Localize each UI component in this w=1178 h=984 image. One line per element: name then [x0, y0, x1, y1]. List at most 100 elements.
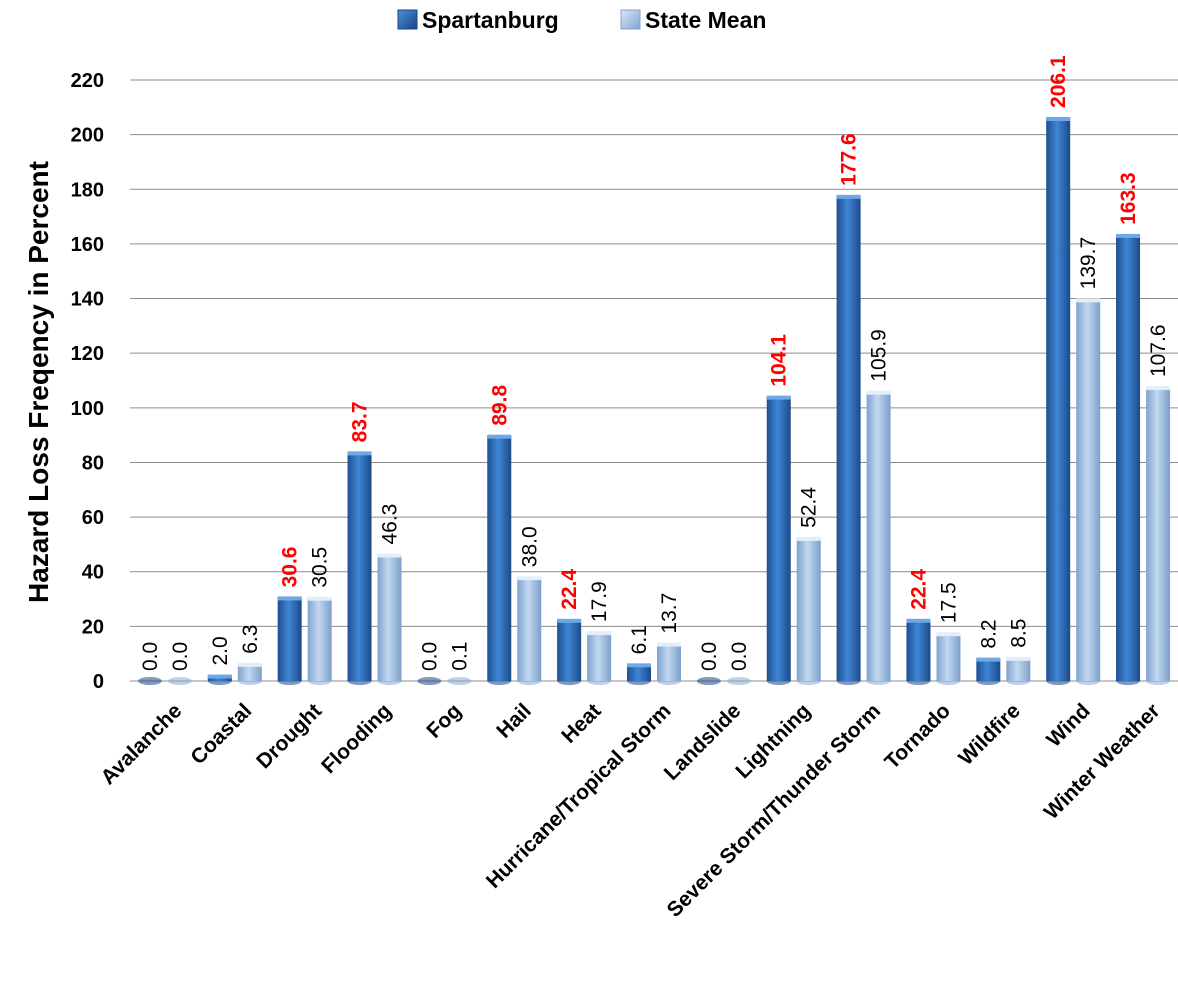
bar-spartanburg	[347, 452, 372, 681]
bar-state-mean	[307, 597, 332, 681]
bar-cap-spartanburg	[1046, 116, 1071, 121]
x-category-label: Landslide	[660, 699, 746, 785]
legend-label-state-mean: State Mean	[645, 7, 766, 33]
x-category-label: Wildfire	[954, 699, 1025, 770]
data-label-state-mean: 38.0	[518, 526, 541, 567]
bar-cap-state-mean	[657, 642, 681, 647]
y-axis-label: Hazard Loss Freqency in Percent	[23, 161, 54, 603]
bar-cap-spartanburg	[207, 674, 232, 679]
data-label-spartanburg: 2.0	[209, 636, 232, 665]
y-tick-label: 140	[71, 289, 104, 311]
bar-spartanburg	[906, 619, 931, 681]
bar-cap-state-mean	[587, 631, 612, 636]
bar-cap-spartanburg	[836, 194, 861, 199]
legend-swatch-spartanburg	[397, 9, 418, 30]
bar-cap-state-mean	[1076, 298, 1101, 303]
bar-cap-state-mean	[936, 632, 961, 637]
y-tick-label: 200	[71, 125, 104, 147]
bar-state-mean	[866, 391, 891, 681]
bar-base-state-mean	[447, 677, 472, 685]
y-tick-label: 120	[71, 343, 104, 365]
data-label-state-mean: 6.3	[239, 625, 262, 654]
bar-spartanburg	[766, 396, 791, 681]
data-label-state-mean: 0.0	[728, 642, 751, 671]
y-tick-label: 20	[82, 616, 104, 638]
bar-state-mean	[796, 537, 821, 681]
bar-cap-spartanburg	[906, 618, 931, 623]
x-category-label: Heat	[557, 699, 605, 747]
data-label-spartanburg: 8.2	[977, 619, 1000, 648]
data-label-state-mean: 8.5	[1007, 619, 1030, 648]
bar-cap-spartanburg	[557, 618, 582, 623]
bar-spartanburg	[1046, 117, 1071, 681]
legend-swatch-state-mean	[620, 9, 641, 30]
data-label-spartanburg: 206.1	[1047, 55, 1070, 108]
data-label-spartanburg: 104.1	[768, 334, 791, 387]
bar-spartanburg	[487, 435, 512, 681]
bar-cap-state-mean	[237, 662, 262, 667]
bar-state-mean	[1146, 387, 1171, 681]
bar-state-mean	[1076, 299, 1101, 681]
y-tick-label: 180	[71, 179, 104, 201]
x-category-label: Coastal	[186, 699, 256, 769]
bar-cap-state-mean	[866, 390, 891, 395]
bar-base-state-mean	[167, 677, 192, 685]
bar-spartanburg	[836, 195, 861, 681]
bar-base-state-mean	[726, 677, 751, 685]
data-label-spartanburg: 6.1	[628, 625, 651, 654]
y-tick-label: 0	[93, 671, 104, 693]
data-label-spartanburg: 177.6	[838, 133, 861, 186]
y-tick-label: 160	[71, 234, 104, 256]
bar-cap-state-mean	[1006, 656, 1031, 661]
data-labels: 0.0 0.0 2.0 6.3 30.6 30.5 83.7 46.3 0.0 0.1 89.8 38…	[139, 55, 1170, 671]
x-category-label: Flooding	[317, 699, 396, 778]
bar-state-mean	[1006, 657, 1031, 681]
y-tick-label: 220	[71, 70, 104, 92]
bar-state-mean	[237, 663, 262, 681]
bar-base-spartanburg	[137, 677, 162, 685]
data-label-state-mean: 30.5	[309, 547, 332, 588]
data-label-spartanburg: 22.4	[907, 569, 930, 610]
y-axis-ticks: 0 20 40 60 80 100 120 140 160 180 200 220	[71, 70, 104, 693]
bar-state-mean	[657, 643, 681, 681]
bar-spartanburg	[627, 664, 651, 681]
x-category-label: Avalanche	[96, 699, 186, 789]
legend: Spartanburg State Mean	[397, 7, 766, 33]
bar-state-mean	[517, 577, 542, 681]
data-label-state-mean: 46.3	[379, 504, 402, 545]
gridlines	[130, 79, 1178, 682]
bar-cap-state-mean	[377, 553, 402, 558]
data-label-state-mean: 52.4	[798, 487, 821, 528]
y-tick-label: 100	[71, 398, 104, 420]
y-tick-label: 40	[82, 562, 104, 584]
data-label-spartanburg: 30.6	[279, 547, 302, 588]
data-label-spartanburg: 89.8	[488, 384, 511, 425]
y-tick-label: 60	[82, 507, 104, 529]
bar-cap-spartanburg	[277, 596, 302, 601]
x-category-label: Hail	[492, 699, 535, 742]
data-label-state-mean: 107.6	[1147, 324, 1170, 377]
bar-state-mean	[936, 633, 961, 681]
data-label-state-mean: 17.9	[588, 581, 611, 622]
data-label-spartanburg: 0.0	[139, 642, 162, 671]
bar-state-mean	[377, 554, 402, 681]
bar-cap-state-mean	[307, 596, 332, 601]
data-label-spartanburg: 22.4	[558, 569, 581, 610]
data-label-spartanburg: 0.0	[418, 642, 441, 671]
data-label-state-mean: 0.1	[448, 642, 471, 671]
data-label-spartanburg: 0.0	[698, 642, 721, 671]
bars	[137, 116, 1171, 685]
bar-spartanburg	[557, 619, 582, 681]
bar-spartanburg	[976, 658, 1001, 681]
bar-cap-spartanburg	[976, 657, 1001, 662]
bar-cap-state-mean	[796, 536, 821, 541]
x-category-label: Drought	[252, 699, 326, 773]
data-label-spartanburg: 163.3	[1117, 172, 1140, 225]
bar-base-spartanburg	[417, 677, 442, 685]
bar-base-spartanburg	[696, 677, 721, 685]
x-category-label: Tornado	[880, 699, 955, 774]
x-category-label: Fog	[422, 699, 465, 742]
data-label-spartanburg: 83.7	[349, 401, 372, 442]
